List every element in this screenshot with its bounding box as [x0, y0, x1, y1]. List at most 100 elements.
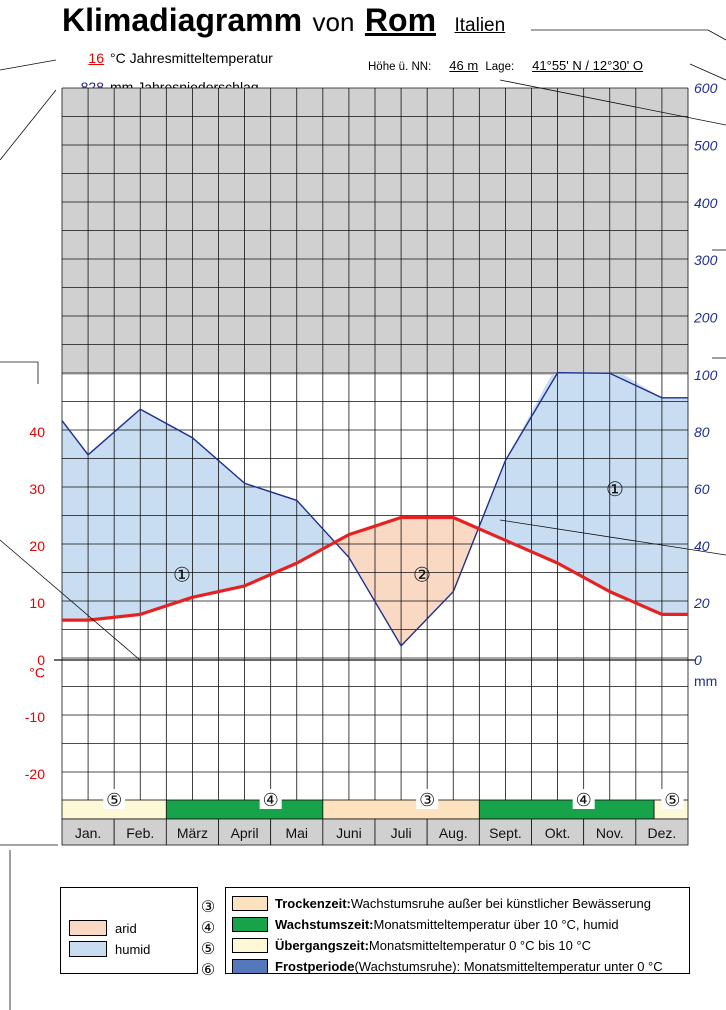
position-value: 41°55' N / 12°30' O	[532, 58, 643, 73]
legend-num-3: ③	[200, 897, 226, 917]
arid-area	[335, 517, 480, 646]
month-label: Jan.	[75, 825, 101, 841]
season-label-bg	[103, 789, 126, 809]
month-box	[322, 818, 376, 846]
legend-frost-period: Frostperiode (Wachstumsruhe): Monatsmitt…	[232, 959, 663, 974]
leader-line	[689, 63, 726, 81]
left-axis-tick: 30	[29, 481, 45, 497]
right-axis-tick: 40	[694, 538, 710, 554]
left-axis-tick: 10	[29, 595, 45, 611]
month-box	[374, 818, 428, 846]
annotation-leader-lines	[0, 29, 726, 1010]
month-label: Dez.	[648, 825, 677, 841]
season-label: ④	[263, 790, 279, 811]
legend-arid: arid	[69, 920, 137, 936]
growing-season-swatch	[232, 917, 268, 932]
month-label: Okt.	[545, 825, 571, 841]
month-label: Aug.	[439, 825, 468, 841]
position-label: Lage:	[485, 61, 515, 73]
right-axis-tick: 20	[693, 595, 710, 611]
elevation-label: Höhe ü. NN:	[368, 61, 432, 73]
season-segment-dry	[322, 799, 480, 820]
legend-num-5: ⑤	[200, 939, 226, 959]
month-box	[165, 818, 219, 846]
frost-period-title: Frostperiode	[275, 959, 355, 974]
location-meta: Höhe ü. NN: 46 m Lage: 41°55' N / 12°30' O	[368, 58, 647, 73]
growing-season-title: Wachstumszeit:	[275, 917, 374, 932]
dry-season-swatch	[232, 896, 268, 911]
legend-humid-label: humid	[115, 941, 151, 957]
mean-temperature-line: 16 °C Jahresmitteltemperatur	[58, 50, 273, 66]
legend-num-6-text: ⑥	[200, 962, 216, 979]
month-label: Sept.	[489, 825, 522, 841]
month-label: März	[177, 825, 208, 841]
month-label: Mai	[285, 825, 308, 841]
legend-num-5-text: ⑤	[200, 941, 216, 958]
month-box	[61, 818, 115, 846]
humid-swatch	[69, 941, 107, 957]
month-label: Juli	[391, 825, 412, 841]
season-legend: Trockenzeit: Wachstumsruhe außer bei kün…	[225, 887, 690, 974]
city-name: Rom	[364, 2, 437, 38]
chart-lines	[61, 371, 688, 647]
dry-season-title: Trockenzeit:	[275, 896, 351, 911]
season-label: ⑤	[664, 790, 680, 811]
right-axis-tick: 600	[694, 80, 718, 96]
month-label: Feb.	[126, 825, 154, 841]
legend-growing-season: Wachstumszeit: Monatsmitteltemperatur üb…	[232, 917, 619, 932]
chart-labels: Jan. Feb. März April Mai Juni Juli Aug. Sept. Okt…	[25, 80, 718, 841]
right-axis-tick: 80	[694, 424, 710, 440]
dry-season-text: Wachstumsruhe außer bei künstlicher Bewä…	[350, 896, 651, 911]
frost-period-swatch	[232, 959, 268, 974]
chart-grid	[54, 87, 696, 846]
leader-line	[0, 539, 141, 661]
season-segment-growing	[165, 799, 324, 820]
right-axis-tick: 500	[694, 137, 718, 153]
aridity-legend: arid humid	[60, 887, 198, 974]
legend-arid-label: arid	[115, 920, 137, 936]
month-box	[270, 818, 324, 846]
month-box	[218, 818, 272, 846]
legend-num-4: ④	[200, 918, 226, 938]
area-marker: ②	[413, 563, 431, 587]
season-label-bg	[661, 789, 684, 809]
right-axis-tick: 100	[694, 367, 718, 383]
month-box	[635, 818, 689, 846]
left-axis-tick: 0	[37, 652, 45, 668]
left-axis-tick: 20	[29, 538, 45, 554]
humid-area	[62, 409, 336, 621]
elevation-value: 46 m	[449, 58, 479, 73]
month-box	[583, 818, 637, 846]
title-von: von	[312, 7, 355, 37]
right-axis-tick: 300	[694, 252, 718, 268]
season-label-bg	[572, 789, 595, 809]
season-label: ⑤	[106, 790, 122, 811]
month-box	[531, 818, 585, 846]
mean-temperature-label: °C Jahresmitteltemperatur	[110, 50, 273, 66]
right-axis-tick: 200	[693, 310, 718, 326]
leader-line	[0, 59, 57, 71]
right-axis-tick: 60	[694, 481, 710, 497]
leader-line	[0, 89, 57, 161]
legend-num-3-text: ③	[200, 899, 216, 916]
legend-dry-season: Trockenzeit: Wachstumsruhe außer bei kün…	[232, 896, 651, 911]
mean-temperature-value: 16	[88, 50, 104, 66]
leader-line	[499, 519, 726, 556]
legend-num-6: ⑥	[200, 960, 226, 980]
left-axis-tick: -20	[25, 766, 45, 782]
season-label: ④	[576, 790, 592, 811]
leader-line	[499, 79, 726, 126]
season-label-bg	[259, 789, 282, 809]
transition-season-title: Übergangszeit:	[275, 938, 369, 953]
arid-swatch	[69, 920, 107, 936]
legend-humid: humid	[69, 941, 150, 957]
month-label: Nov.	[596, 825, 624, 841]
right-axis-tick: 400	[694, 195, 718, 211]
legend-transition-season: Übergangszeit: Monatsmitteltemperatur 0 …	[232, 938, 591, 953]
left-axis-tick: 40	[29, 424, 45, 440]
season-label-bg	[416, 789, 439, 809]
month-box	[113, 818, 167, 846]
month-label: Juni	[336, 825, 362, 841]
right-axis-unit: mm	[694, 673, 717, 689]
